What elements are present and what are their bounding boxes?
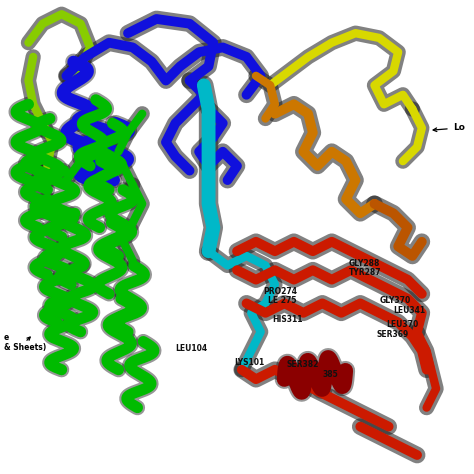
Text: GLY288: GLY288 bbox=[348, 259, 380, 267]
Text: PRO274: PRO274 bbox=[263, 287, 297, 296]
Text: GLY370: GLY370 bbox=[379, 297, 410, 305]
Text: LE 275: LE 275 bbox=[268, 297, 296, 305]
Text: 385: 385 bbox=[322, 370, 338, 379]
Text: SER382: SER382 bbox=[287, 361, 319, 369]
Text: e
& Sheets): e & Sheets) bbox=[4, 333, 46, 352]
Text: Lo: Lo bbox=[433, 124, 465, 132]
Text: LEU104: LEU104 bbox=[175, 344, 208, 353]
Text: TYR287: TYR287 bbox=[348, 268, 381, 277]
Text: LYS101: LYS101 bbox=[235, 358, 265, 367]
Text: SER369: SER369 bbox=[377, 330, 409, 338]
Text: HIS311: HIS311 bbox=[273, 316, 303, 324]
Text: LEU341: LEU341 bbox=[393, 306, 426, 315]
Text: LEU370: LEU370 bbox=[386, 320, 419, 329]
